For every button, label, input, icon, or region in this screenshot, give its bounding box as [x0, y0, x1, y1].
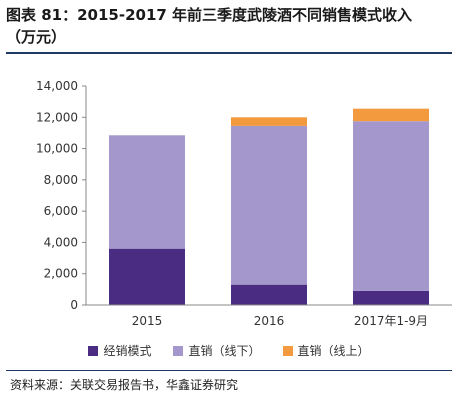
y-tick-label: 0	[70, 298, 78, 312]
chart-title-line-1: 图表 81：2015-2017 年前三季度武陵酒不同销售模式收入	[6, 6, 413, 24]
bar-segment	[231, 117, 307, 126]
y-tick-label: 6,000	[44, 204, 78, 218]
legend-item: 直销（线下）	[173, 342, 261, 359]
legend-swatch	[173, 345, 184, 356]
bar-segment	[231, 125, 307, 285]
y-tick-label: 2,000	[44, 267, 78, 281]
bar-group	[109, 108, 429, 305]
bar-segment	[353, 290, 429, 305]
stacked-bar-chart: 02,0004,0006,0008,00010,00012,00014,000 …	[36, 79, 452, 328]
legend-item: 经销模式	[88, 342, 151, 359]
bar-segment	[353, 121, 429, 291]
y-tick-label: 4,000	[44, 235, 78, 249]
x-tick-label: 2017年1-9月	[354, 314, 428, 328]
bar-segment	[109, 248, 185, 305]
bar-segment	[353, 108, 429, 122]
title-divider	[6, 52, 452, 54]
chart-legend: 经销模式 直销（线下） 直销（线上）	[0, 342, 458, 359]
legend-label: 直销（线上）	[297, 344, 370, 358]
x-axis: 2015 2016 2017年1-9月	[86, 304, 452, 328]
bar-segment	[109, 135, 185, 249]
chart-title-line-2: （万元）	[6, 28, 67, 46]
legend-item: 直销（线上）	[282, 342, 370, 359]
legend-label: 经销模式	[103, 344, 152, 358]
y-tick-label: 12,000	[36, 110, 78, 124]
x-tick-label: 2016	[254, 314, 285, 328]
x-tick-label: 2015	[132, 314, 163, 328]
y-tick-label: 10,000	[36, 142, 78, 156]
y-axis: 0 2,000 4,000 6,000 8,000 10,000 12,000 14,000	[36, 79, 87, 312]
source-divider	[6, 370, 452, 371]
legend-swatch	[282, 345, 293, 356]
y-tick-label: 8,000	[44, 173, 78, 187]
legend-label: 直销（线下）	[188, 344, 261, 358]
source-note: 资料来源：关联交易报告书，华鑫证券研究	[10, 378, 239, 392]
bar-segment	[231, 284, 307, 305]
y-tick-label: 14,000	[36, 79, 78, 93]
chart-title: 图表 81：2015-2017 年前三季度武陵酒不同销售模式收入 （万元）	[6, 4, 452, 48]
legend-swatch	[88, 345, 99, 356]
